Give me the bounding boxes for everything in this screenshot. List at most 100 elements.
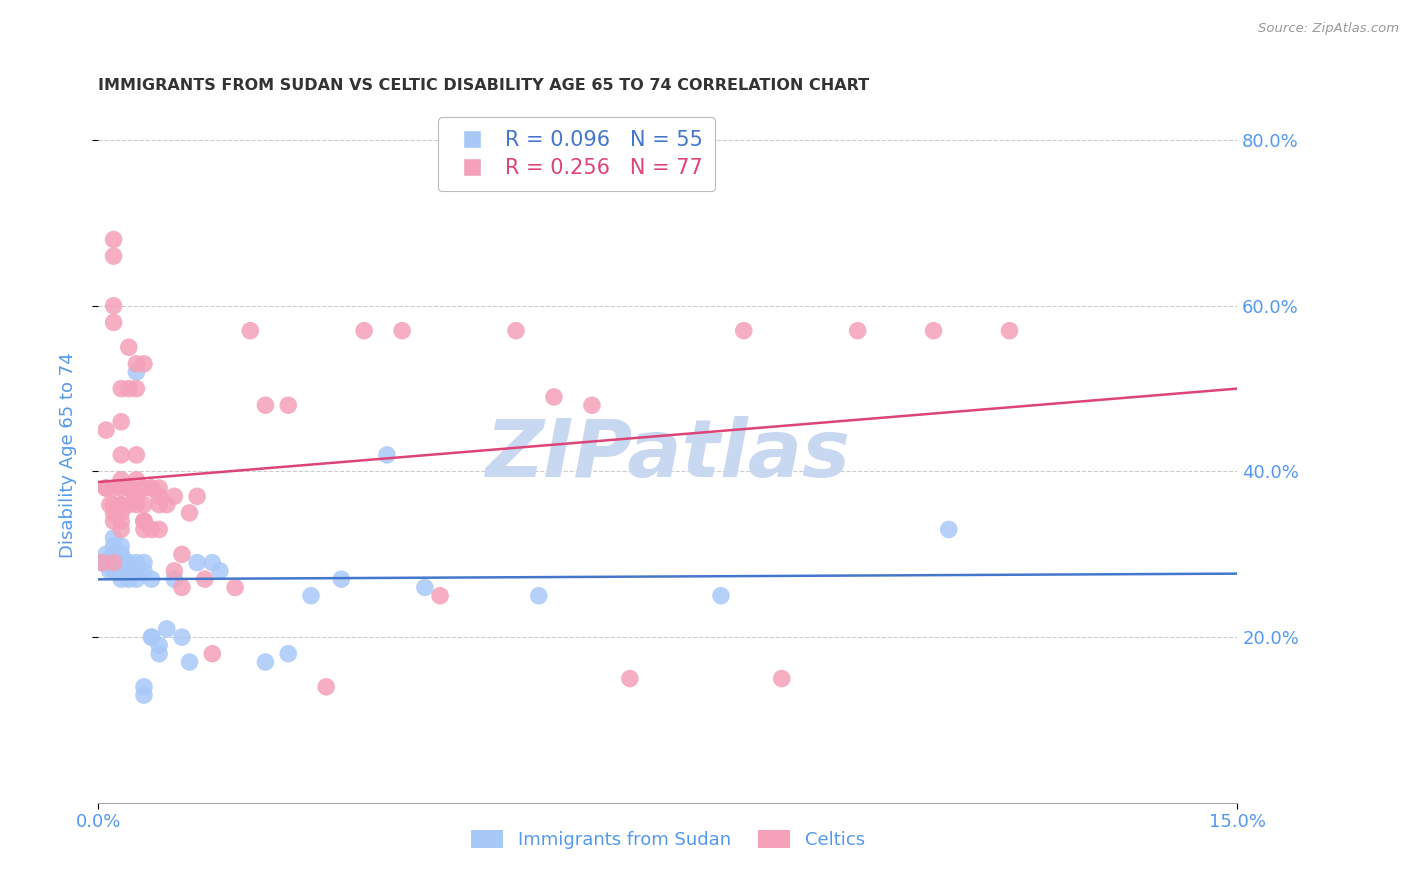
Point (132, 688, 155, 702)
Point (201, 556, 224, 570)
Point (110, 556, 132, 570)
Point (103, 531, 125, 545)
Point (118, 556, 141, 570)
Point (148, 647, 170, 661)
Point (148, 489, 170, 503)
Point (391, 324, 413, 338)
Point (110, 514, 132, 528)
Point (125, 473, 148, 487)
Point (141, 572, 163, 586)
Point (315, 680, 337, 694)
Point (110, 547, 132, 561)
Point (330, 572, 353, 586)
Point (170, 630, 193, 644)
Point (156, 498, 179, 512)
Point (118, 564, 141, 578)
Point (110, 547, 132, 561)
Point (110, 539, 132, 553)
Point (110, 382, 132, 396)
Point (619, 672, 641, 686)
Point (132, 357, 155, 371)
Point (91, 556, 114, 570)
Point (114, 564, 136, 578)
Point (125, 382, 148, 396)
Point (98, 556, 121, 570)
Point (94, 481, 117, 495)
Point (103, 506, 125, 520)
Point (118, 481, 141, 495)
Point (148, 498, 170, 512)
Point (254, 655, 277, 669)
Point (224, 581, 246, 595)
Point (141, 630, 163, 644)
Point (98, 564, 121, 578)
Point (353, 324, 375, 338)
Point (110, 506, 132, 520)
Point (543, 390, 565, 404)
Point (118, 382, 141, 396)
Point (118, 498, 141, 512)
Point (118, 564, 141, 578)
Point (179, 506, 201, 520)
Point (110, 498, 132, 512)
Point (132, 564, 155, 578)
Point (148, 481, 170, 495)
Point (208, 564, 231, 578)
Point (103, 481, 125, 495)
Point (201, 647, 224, 661)
Point (125, 556, 148, 570)
Point (103, 547, 125, 561)
Point (90, 556, 112, 570)
Point (103, 539, 125, 553)
Point (110, 473, 132, 487)
Point (429, 589, 451, 603)
Point (125, 489, 148, 503)
Point (581, 398, 603, 412)
Point (103, 233, 125, 247)
Point (132, 514, 155, 528)
Point (254, 398, 277, 412)
Point (413, 581, 436, 595)
Point (103, 249, 125, 263)
Point (194, 572, 217, 586)
Point (110, 556, 132, 570)
Y-axis label: Disability Age 65 to 74: Disability Age 65 to 74 (59, 352, 77, 558)
Point (103, 556, 125, 570)
Point (103, 564, 125, 578)
Point (156, 622, 179, 636)
Point (125, 365, 148, 379)
Point (277, 647, 299, 661)
Point (132, 523, 155, 537)
Point (94, 556, 117, 570)
Point (148, 523, 170, 537)
Point (163, 489, 186, 503)
Point (998, 324, 1021, 338)
Point (132, 680, 155, 694)
Point (132, 556, 155, 570)
Point (141, 523, 163, 537)
Point (110, 448, 132, 462)
Point (163, 564, 186, 578)
Point (103, 556, 125, 570)
Point (118, 481, 141, 495)
Point (141, 630, 163, 644)
Point (375, 448, 398, 462)
Point (103, 514, 125, 528)
Point (170, 547, 193, 561)
Point (148, 639, 170, 653)
Point (110, 523, 132, 537)
Point (125, 357, 148, 371)
Point (103, 498, 125, 512)
Point (163, 572, 186, 586)
Point (132, 498, 155, 512)
Point (846, 324, 869, 338)
Point (94, 481, 117, 495)
Point (125, 564, 148, 578)
Point (186, 489, 208, 503)
Point (125, 564, 148, 578)
Point (125, 448, 148, 462)
Legend: Immigrants from Sudan, Celtics: Immigrants from Sudan, Celtics (464, 822, 872, 856)
Point (277, 398, 299, 412)
Point (132, 481, 155, 495)
Text: ZIPatlas: ZIPatlas (485, 416, 851, 494)
